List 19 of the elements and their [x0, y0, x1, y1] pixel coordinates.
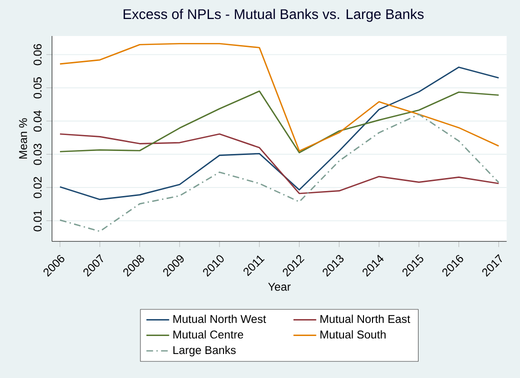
y-tick-label: 0.05 [34, 77, 42, 98]
legend-label: Mutual North East [320, 314, 410, 324]
y-tick-label: 0.04 [34, 110, 42, 132]
legend-label: Mutual North West [173, 314, 266, 324]
legend-label: Mutual South [320, 330, 386, 339]
line-series [59, 114, 500, 232]
y-tick-label: 0.02 [34, 177, 42, 198]
y-tick-label: 0.06 [34, 44, 42, 66]
legend-label: Large Banks [173, 346, 236, 356]
y-tick-label: 0.01 [34, 210, 42, 232]
y-tick-label: 0.03 [34, 144, 42, 165]
line-series [59, 66, 500, 200]
legend-label: Mutual Centre [173, 330, 244, 339]
chart-title: Excess of NPLs - Mutual Banks vs. Large Banks [124, 8, 424, 22]
line-series [59, 42, 500, 152]
line-series [59, 133, 500, 194]
y-axis-title: Mean % [19, 118, 28, 159]
line-series [59, 90, 500, 154]
x-axis-title: Year [268, 282, 291, 291]
